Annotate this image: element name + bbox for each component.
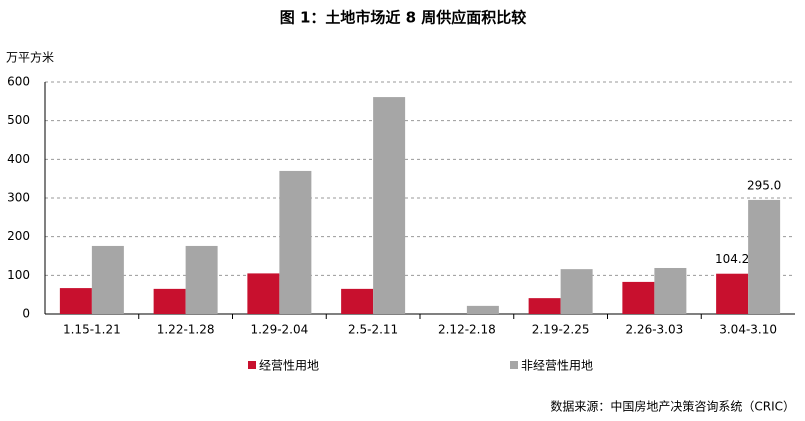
- legend-swatch: [248, 361, 256, 369]
- legend-swatch: [510, 361, 518, 369]
- x-tick-label: 2.19-2.25: [532, 323, 590, 337]
- x-tick-label: 1.15-1.21: [63, 323, 121, 337]
- source-note: 数据来源：中国房地产决策咨询系统（CRIC）: [550, 399, 795, 414]
- x-tick-label: 2.5-2.11: [348, 323, 398, 337]
- y-tick-label: 300: [7, 191, 30, 205]
- bar: [373, 97, 406, 314]
- y-tick-label: 0: [22, 307, 30, 321]
- bar: [716, 273, 749, 314]
- y-tick-label: 200: [7, 229, 30, 243]
- x-tick-label: 3.04-3.10: [719, 323, 777, 337]
- x-tick-label: 2.12-2.18: [438, 323, 496, 337]
- bar: [59, 288, 92, 314]
- bar: [341, 288, 374, 314]
- chart-title: 图 1：土地市场近 8 周供应面积比较: [280, 9, 527, 27]
- bar: [247, 273, 280, 314]
- bar: [622, 281, 655, 314]
- bar: [279, 170, 312, 314]
- y-tick-label: 600: [7, 75, 30, 89]
- bar: [185, 245, 218, 314]
- data-label: 295.0: [747, 178, 781, 192]
- x-tick-label: 2.26-3.03: [625, 323, 683, 337]
- legend-label: 非经营性用地: [521, 359, 593, 373]
- y-tick-label: 500: [7, 113, 30, 127]
- y-axis-label: 万平方米: [6, 50, 54, 65]
- data-label: 104.2: [715, 252, 749, 266]
- bar: [153, 288, 186, 314]
- legend-label: 经营性用地: [259, 359, 319, 373]
- bar: [466, 305, 499, 314]
- bar: [748, 199, 781, 314]
- y-tick-label: 100: [7, 268, 30, 282]
- bar: [528, 298, 561, 314]
- bar: [654, 267, 687, 314]
- bar: [91, 245, 124, 314]
- x-tick-label: 1.22-1.28: [157, 323, 215, 337]
- y-tick-label: 400: [7, 152, 30, 166]
- x-tick-label: 1.29-2.04: [250, 323, 308, 337]
- bar: [560, 269, 593, 314]
